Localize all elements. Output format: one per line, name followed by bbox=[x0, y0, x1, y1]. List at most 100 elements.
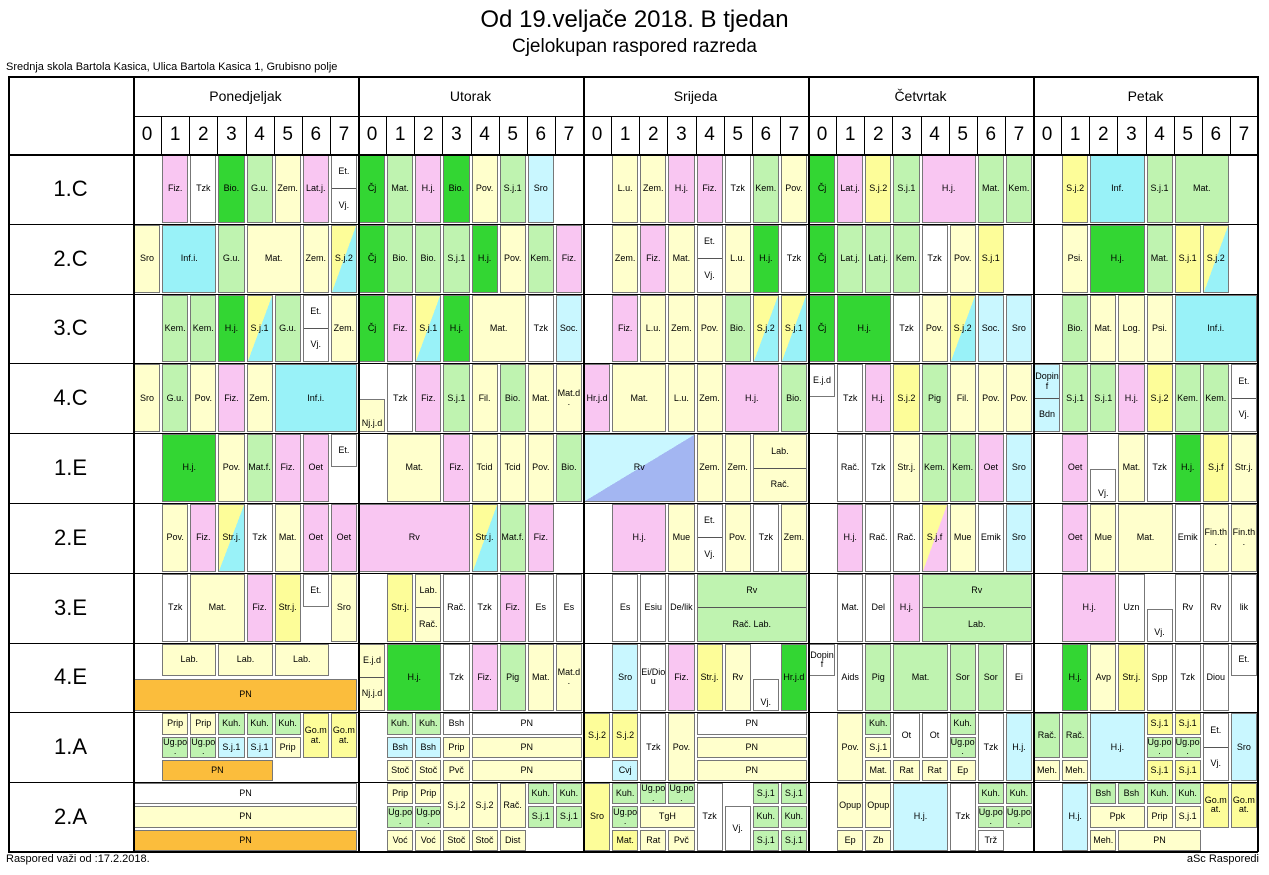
lesson-cell: H.j. bbox=[1005, 713, 1032, 782]
grid-line bbox=[8, 293, 1258, 295]
lesson-cell: PN bbox=[1118, 829, 1201, 851]
lesson-label: Str.j. bbox=[700, 671, 719, 682]
lesson-cell: Sor bbox=[949, 643, 976, 712]
lesson-label: Pig bbox=[871, 671, 885, 682]
lesson-cell: Kuh. bbox=[865, 713, 892, 735]
lesson-cell: Tzk bbox=[893, 294, 920, 363]
lesson-cell: S.j.1 bbox=[218, 736, 245, 758]
grid-line bbox=[8, 76, 1258, 78]
lesson-cell: Meh. bbox=[1090, 829, 1117, 851]
lesson-label: S.j.1 bbox=[222, 741, 241, 752]
lesson-label: Mat. bbox=[616, 834, 634, 845]
lesson-cell: Tzk bbox=[471, 573, 498, 642]
lesson-cell: S.j.1 bbox=[1146, 759, 1173, 782]
lesson-label: Prip bbox=[392, 788, 409, 799]
lesson-cell: S.j.2 bbox=[949, 294, 976, 363]
lesson-cell: Zem. bbox=[330, 294, 357, 363]
lesson-cell: Zem. bbox=[724, 434, 751, 502]
lesson-cell: Et. Vj. bbox=[302, 294, 329, 363]
lesson-cell: Str.j. bbox=[218, 504, 245, 572]
lesson-label: S.j.2 bbox=[756, 322, 775, 333]
lesson-cell: Str.j. bbox=[1230, 434, 1257, 502]
lesson-cell: Pig bbox=[921, 364, 948, 433]
lesson-cell: Oet bbox=[1062, 504, 1089, 572]
period-header: 0 bbox=[141, 124, 153, 145]
lesson-cell: Sro bbox=[1230, 713, 1257, 782]
lesson-label: PN bbox=[239, 811, 252, 822]
lesson-label: Ug.po . bbox=[613, 806, 638, 827]
grid-line bbox=[8, 363, 1258, 365]
lesson-cell: S.j.1 bbox=[443, 224, 470, 293]
lesson-label: Fiz. bbox=[477, 671, 492, 682]
lesson-cell: Soc. bbox=[977, 294, 1004, 363]
lesson-label: Kuh. bbox=[615, 788, 635, 799]
lesson-cell: Ug.po . bbox=[612, 806, 639, 828]
lesson-label: S.j.1 bbox=[559, 811, 578, 822]
lesson-cell: Ot bbox=[893, 713, 920, 758]
lesson-cell: Mat. bbox=[837, 573, 864, 642]
grid-line bbox=[386, 116, 388, 154]
lesson-cell: Tzk bbox=[752, 504, 779, 572]
lesson-label: Tzk bbox=[983, 741, 999, 752]
lesson-cell: Tcid bbox=[471, 434, 498, 502]
lesson-label: De/lik bbox=[670, 601, 693, 612]
lesson-label: Kem. bbox=[952, 462, 974, 473]
grid-line bbox=[1257, 76, 1259, 852]
lesson-cell: Ug.po . bbox=[977, 806, 1004, 828]
lesson-label: Prip bbox=[279, 741, 296, 752]
lesson-cell: Bio. bbox=[387, 224, 414, 293]
lesson-cell: Diou bbox=[1202, 643, 1229, 712]
lesson-cell: Prip bbox=[387, 783, 414, 805]
lesson-label: Bio. bbox=[223, 183, 240, 194]
lesson-label: Psi. bbox=[1152, 322, 1168, 333]
lesson-label: Sro bbox=[533, 183, 548, 194]
lesson-label: Mat. bbox=[532, 671, 550, 682]
lesson-label: Zem. bbox=[699, 392, 720, 403]
lesson-cell: PN bbox=[162, 759, 273, 782]
lesson-cell: Esiu bbox=[640, 573, 667, 642]
lesson-cell: Ug.po . bbox=[162, 736, 189, 758]
lesson-cell: S.j.1 bbox=[555, 806, 582, 828]
lesson-label: H.j. bbox=[632, 532, 647, 543]
lesson-label: Tzk bbox=[449, 671, 464, 682]
lesson-cell: Tzk bbox=[190, 155, 217, 223]
lesson-cell: Lat.j. bbox=[865, 224, 892, 293]
lesson-label: Esiu bbox=[644, 601, 663, 612]
lesson-label bbox=[1148, 610, 1172, 625]
lesson-label: Et. bbox=[1238, 375, 1250, 386]
lesson-cell: Zem. bbox=[668, 294, 695, 363]
lesson-label: Kuh. bbox=[869, 718, 888, 729]
lesson-label: S.j.2 bbox=[588, 729, 607, 740]
lesson-cell: Emik bbox=[1174, 504, 1201, 572]
lesson-cell: Oet bbox=[977, 434, 1004, 502]
lesson-label: Et. bbox=[310, 306, 322, 317]
lesson-label: S.j.2 bbox=[334, 252, 353, 263]
lesson-cell: Et. Vj. bbox=[696, 224, 723, 293]
lesson-label: H.j. bbox=[899, 601, 914, 612]
lesson-cell: Inf. bbox=[1090, 155, 1145, 223]
class-name: 1.E bbox=[53, 455, 88, 481]
lesson-label: Fiz. bbox=[224, 392, 239, 403]
lesson-label: L.u. bbox=[673, 392, 689, 403]
period-header: 7 bbox=[338, 124, 350, 145]
lesson-cell: Opup bbox=[865, 783, 892, 828]
lesson-cell: Ug.po . bbox=[640, 783, 667, 805]
lesson-label: Čj bbox=[817, 322, 827, 333]
lesson-label: Str.j. bbox=[897, 462, 916, 473]
lesson-cell: Inf.i. bbox=[1174, 294, 1257, 363]
lesson-cell: S.j.1 bbox=[499, 155, 526, 223]
lesson-label bbox=[754, 680, 778, 695]
lesson-cell: Kuh. bbox=[752, 806, 779, 828]
lesson-cell: Tzk bbox=[443, 643, 470, 712]
lesson-cell: Rv bbox=[359, 504, 470, 572]
period-header: 7 bbox=[1238, 124, 1250, 145]
lesson-cell: Pov. bbox=[162, 504, 189, 572]
lesson-cell: Tzk bbox=[527, 294, 554, 363]
lesson-label: Rv bbox=[408, 532, 420, 543]
lesson-label: Pov. bbox=[672, 741, 691, 752]
lesson-cell: PN bbox=[471, 759, 582, 782]
lesson-cell: Pov. bbox=[780, 155, 807, 223]
lesson-cell: Tzk bbox=[837, 364, 864, 433]
lesson-cell: Fiz. bbox=[668, 643, 695, 712]
lesson-label: Str.j. bbox=[391, 601, 410, 612]
